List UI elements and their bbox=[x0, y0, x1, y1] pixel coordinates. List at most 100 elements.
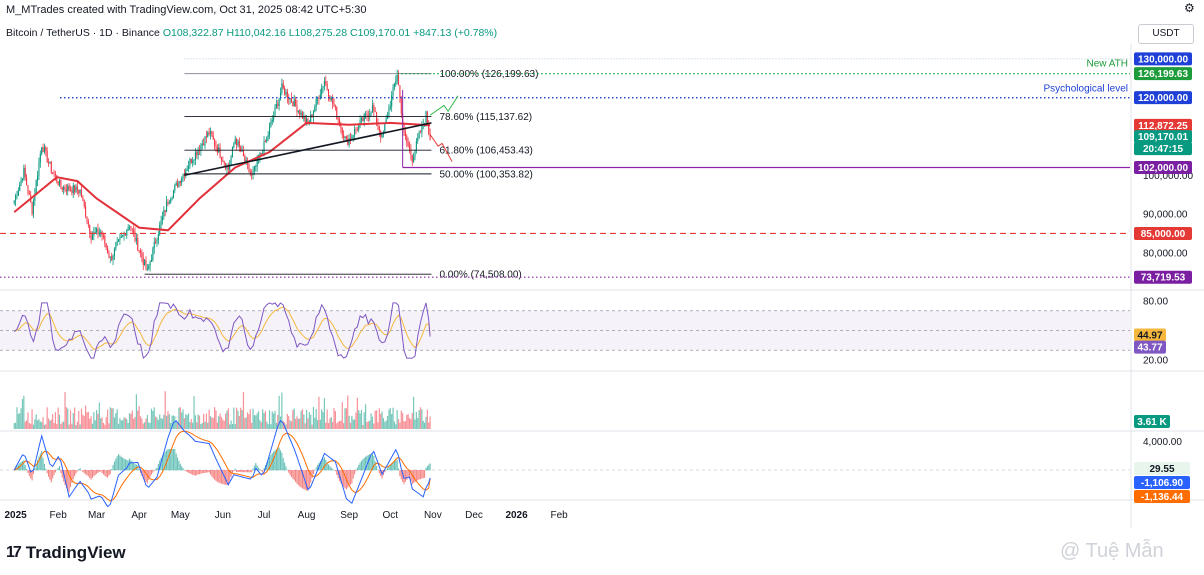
macd-histogram-bar bbox=[301, 470, 304, 489]
candle-body bbox=[214, 139, 216, 146]
volume-bar bbox=[203, 414, 205, 429]
macd-tag-label: -1,136.44 bbox=[1141, 492, 1184, 503]
macd-histogram-bar bbox=[358, 464, 360, 471]
rsi-tag-label: 43.77 bbox=[1137, 343, 1162, 354]
macd-histogram-bar bbox=[170, 449, 172, 471]
macd-histogram-bar bbox=[219, 470, 221, 484]
candle-body bbox=[388, 108, 390, 117]
volume-bar bbox=[311, 424, 313, 429]
volume-bar bbox=[255, 415, 257, 429]
macd-histogram-bar bbox=[85, 470, 87, 475]
volume-bar bbox=[87, 411, 89, 429]
candle-body bbox=[126, 230, 128, 236]
volume-bar bbox=[273, 413, 275, 429]
volume-bar bbox=[340, 420, 342, 429]
volume-bar bbox=[52, 414, 54, 429]
volume-bar bbox=[160, 418, 162, 429]
macd-histogram-bar bbox=[229, 470, 231, 481]
macd-histogram-bar bbox=[185, 470, 187, 472]
volume-bar bbox=[304, 423, 306, 429]
volume-bar bbox=[397, 419, 400, 429]
volume-bar bbox=[97, 413, 99, 429]
symbol-label[interactable]: Bitcoin / TetherUS · 1D · Binance bbox=[6, 27, 160, 39]
volume-bar bbox=[231, 423, 234, 429]
volume-bar bbox=[122, 420, 124, 429]
volume-bar bbox=[223, 420, 225, 429]
macd-histogram-bar bbox=[76, 470, 78, 472]
rsi-axis-label: 20.00 bbox=[1143, 356, 1168, 367]
volume-bar bbox=[300, 410, 302, 429]
macd-histogram-bar bbox=[399, 470, 401, 477]
candle-body bbox=[366, 113, 368, 116]
candle-body bbox=[50, 161, 52, 173]
volume-bar bbox=[211, 417, 213, 429]
candle-body bbox=[406, 136, 408, 143]
volume-bar bbox=[301, 409, 304, 429]
candle-body bbox=[415, 141, 417, 151]
macd-histogram-bar bbox=[34, 468, 36, 471]
volume-bar bbox=[93, 412, 95, 429]
macd-histogram-bar bbox=[156, 467, 158, 471]
candle-body bbox=[403, 123, 405, 132]
macd-histogram-bar bbox=[408, 470, 411, 477]
macd-histogram-bar bbox=[334, 470, 336, 472]
volume-bar bbox=[204, 421, 206, 429]
macd-histogram-bar bbox=[93, 470, 95, 477]
fib-level-label: 50.00% (100,353.82) bbox=[439, 169, 532, 180]
volume-bar bbox=[25, 420, 28, 429]
candle-body bbox=[220, 157, 223, 161]
macd-histogram-bar bbox=[117, 454, 120, 471]
candle-body bbox=[144, 260, 146, 265]
volume-bar bbox=[316, 420, 319, 429]
volume-bar bbox=[138, 406, 140, 429]
candle-body bbox=[356, 129, 358, 131]
candle-body bbox=[175, 182, 177, 186]
volume-bar bbox=[179, 407, 181, 429]
volume-bar bbox=[330, 417, 332, 429]
macd-histogram-bar bbox=[240, 470, 242, 473]
gear-icon[interactable]: ⚙ bbox=[1184, 1, 1195, 15]
macd-histogram-bar bbox=[253, 465, 255, 471]
candle-body bbox=[322, 86, 324, 88]
candle-body bbox=[349, 138, 352, 140]
volume-bar bbox=[352, 419, 354, 429]
candle-body bbox=[392, 86, 394, 96]
candle-body bbox=[263, 141, 265, 153]
candle-body bbox=[293, 99, 295, 107]
macd-histogram-bar bbox=[68, 470, 70, 493]
volume-bar bbox=[126, 419, 128, 429]
macd-histogram-bar bbox=[259, 469, 261, 471]
candle-body bbox=[134, 232, 136, 241]
macd-histogram-bar bbox=[236, 470, 238, 472]
rsi-line bbox=[13, 302, 431, 360]
macd-histogram-bar bbox=[385, 469, 387, 471]
macd-histogram-bar bbox=[207, 470, 209, 473]
volume-bar bbox=[117, 423, 120, 429]
volume-bar bbox=[50, 419, 52, 429]
volume-bar bbox=[133, 418, 135, 429]
macd-histogram-bar bbox=[289, 470, 291, 476]
candle-body bbox=[61, 187, 63, 190]
volume-bar bbox=[161, 418, 164, 429]
currency-button[interactable]: USDT bbox=[1138, 24, 1194, 44]
rsi-ma-line bbox=[14, 306, 431, 350]
volume-bar bbox=[382, 418, 385, 429]
candle-body bbox=[277, 104, 279, 106]
volume-bar bbox=[252, 408, 254, 429]
macd-histogram-bar bbox=[365, 456, 367, 471]
volume-bar bbox=[43, 424, 46, 429]
candle-body bbox=[131, 228, 133, 230]
volume-bar bbox=[266, 421, 268, 429]
macd-histogram-bar bbox=[384, 470, 386, 473]
candle-body bbox=[219, 147, 221, 158]
volume-bar bbox=[78, 410, 80, 429]
macd-histogram-bar bbox=[49, 470, 51, 480]
volume-bar bbox=[171, 415, 173, 429]
candle-body bbox=[234, 139, 236, 145]
volume-bar bbox=[49, 420, 51, 429]
volume-bar bbox=[369, 420, 371, 429]
macd-histogram-bar bbox=[363, 457, 365, 471]
volume-bar bbox=[60, 423, 62, 429]
volume-bar bbox=[112, 408, 114, 429]
